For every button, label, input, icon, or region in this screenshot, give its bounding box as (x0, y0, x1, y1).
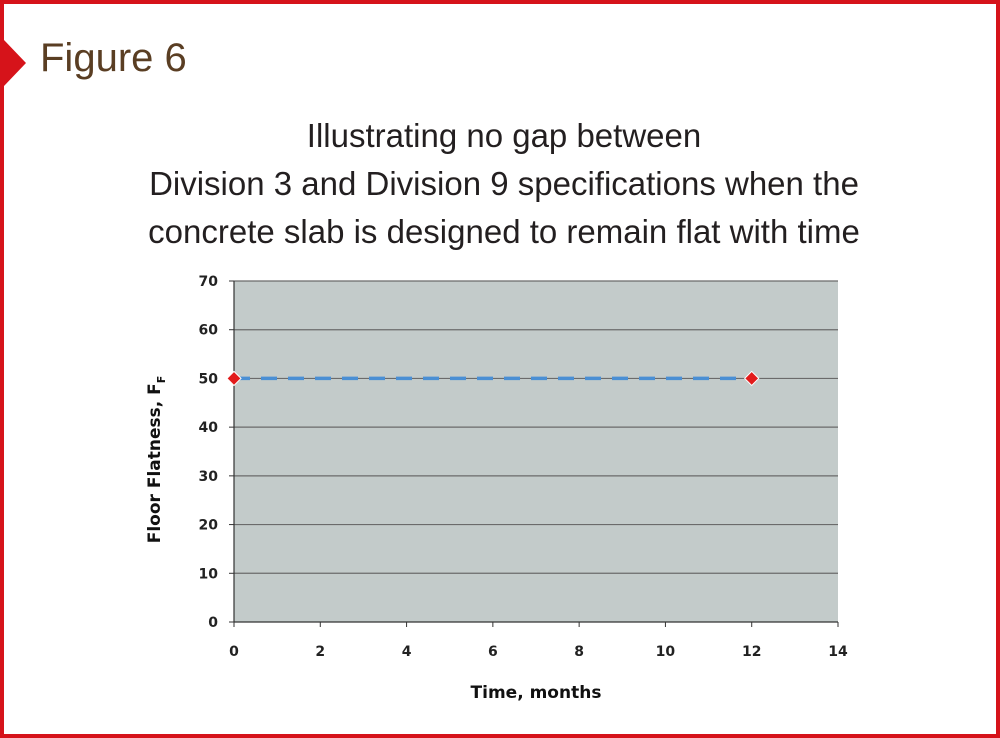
data-point-marker (226, 370, 242, 387)
x-tick-label: 12 (742, 644, 761, 660)
figure-label: Figure 6 (40, 36, 187, 80)
y-tick-label: 50 (199, 371, 219, 387)
figure-arrow-marker (4, 40, 26, 86)
y-tick-label: 60 (199, 323, 219, 339)
y-axis-title-main: Floor Flatness, F (145, 383, 165, 543)
y-tick-label: 70 (199, 274, 219, 290)
y-axis-title-subscript: F (155, 376, 168, 384)
data-point-marker (744, 370, 760, 387)
x-tick-label: 4 (402, 644, 412, 660)
y-tick-label: 40 (199, 420, 219, 436)
chart-title-line-3: concrete slab is designed to remain flat… (148, 213, 860, 250)
y-tick-label: 30 (199, 469, 219, 485)
x-tick-label: 6 (488, 644, 498, 660)
plot-area (234, 281, 838, 622)
x-tick-label: 8 (574, 644, 584, 660)
x-tick-label: 14 (828, 644, 848, 660)
x-axis-title: Time, months (471, 683, 602, 703)
chart-title-line-2: Division 3 and Division 9 specifications… (149, 165, 859, 202)
x-tick-label: 0 (229, 644, 239, 660)
x-tick-label: 2 (315, 644, 325, 660)
y-axis-title: Floor Flatness, FF (145, 376, 168, 544)
y-tick-label: 0 (208, 615, 218, 631)
chart-title: Illustrating no gap between Division 3 a… (54, 112, 954, 256)
y-tick-label: 10 (199, 566, 219, 582)
y-tick-label: 20 (199, 518, 219, 534)
chart-title-line-1: Illustrating no gap between (306, 117, 702, 154)
x-tick-label: 10 (656, 644, 676, 660)
